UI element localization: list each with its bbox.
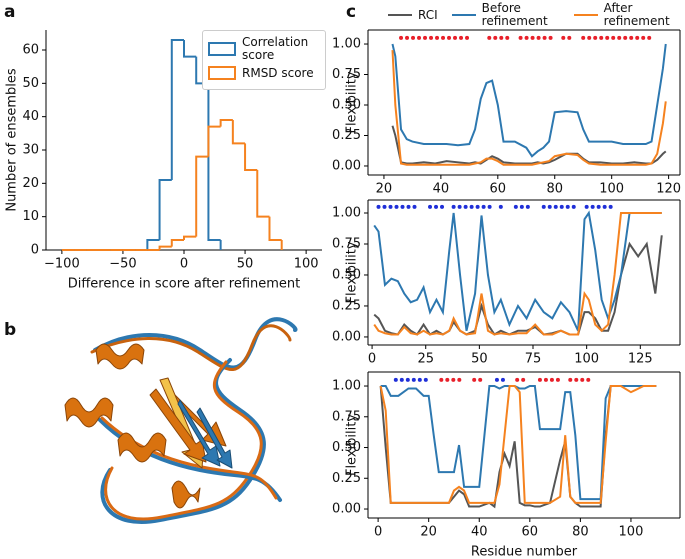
hist-bin (268, 216, 282, 241)
legend-item: Correlation score (208, 36, 320, 62)
x-tick-label: 20 (420, 525, 437, 540)
legend-item: RMSD score (208, 66, 320, 80)
x-tick-label: 50 (471, 352, 488, 367)
y-tick-label: 40 (22, 109, 39, 124)
y-tick-label: 0.00 (332, 329, 361, 344)
legend-swatch (451, 14, 476, 16)
y-tick-label: 0.25 (332, 128, 361, 143)
legend-item: Before refinement (451, 1, 560, 28)
x-axis-label: Difference in score after refinement (68, 277, 301, 292)
legend-label: Before refinement (481, 1, 548, 28)
y-tick-label: 10 (22, 209, 39, 224)
y-tick-label: 0.50 (332, 98, 361, 113)
legend: Correlation score RMSD score (202, 30, 326, 90)
series-line (373, 212, 662, 336)
x-tick-label: 75 (525, 352, 542, 367)
y-tick-label: 0 (31, 243, 39, 258)
y-tick-label: 0.00 (332, 158, 361, 173)
y-axis-label: Number of ensembles (5, 68, 20, 212)
panel-label: b (4, 320, 16, 340)
y-tick-label: 0.75 (332, 236, 361, 251)
y-axis-label: Flexibility (345, 241, 360, 303)
y-axis-label: Flexibility (345, 414, 360, 476)
x-tick-label: −100 (44, 257, 80, 272)
x-tick-label: −50 (109, 257, 136, 272)
x-axis-label: Residue number (471, 545, 578, 559)
hist-bin (158, 245, 172, 250)
hist-bin (207, 125, 221, 157)
legend-swatch (208, 66, 236, 80)
y-tick-label: 60 (22, 43, 39, 58)
series-line (391, 125, 667, 165)
y-tick-label: 0.25 (332, 298, 361, 313)
y-axis-label: Flexibility (345, 71, 360, 133)
hist-bin (256, 170, 270, 218)
x-tick-label: 60 (490, 182, 507, 197)
x-tick-label: 125 (628, 352, 653, 367)
hist-bin (170, 239, 184, 247)
hist-bin (231, 120, 246, 145)
x-tick-label: 40 (471, 525, 488, 540)
series-line (391, 43, 667, 158)
legend-swatch (573, 14, 598, 16)
legend-label: Correlation score (242, 35, 309, 62)
hist-bin (219, 119, 233, 127)
x-tick-label: 100 (294, 257, 319, 272)
x-tick-label: 120 (656, 182, 681, 197)
x-tick-label: 80 (546, 182, 563, 197)
hist-bin (146, 239, 160, 250)
x-tick-label: 20 (376, 182, 393, 197)
series-line (379, 385, 657, 509)
x-tick-label: 0 (368, 352, 376, 367)
y-tick-label: 20 (22, 176, 39, 191)
hist-bin (183, 40, 197, 58)
x-tick-label: 60 (522, 525, 539, 540)
legend-item: After refinement (573, 1, 682, 28)
y-tick-label: 1.00 (332, 379, 361, 394)
panel-label: c (346, 2, 356, 22)
y-tick-label: 0.75 (332, 409, 361, 424)
hist-bin (183, 235, 197, 240)
protein-structure (64, 317, 298, 524)
panel-label: a (4, 2, 15, 22)
y-tick-label: 0.75 (332, 67, 361, 82)
x-tick-label: 0 (374, 525, 382, 540)
legend-item: RCI (388, 2, 438, 28)
y-tick-label: 1.00 (332, 206, 361, 221)
legend-swatch (388, 14, 412, 16)
y-tick-label: 0.50 (332, 440, 361, 455)
x-tick-label: 0 (180, 257, 188, 272)
y-tick-label: 50 (22, 76, 39, 91)
x-tick-label: 25 (417, 352, 434, 367)
y-tick-label: 30 (22, 143, 39, 158)
y-tick-label: 0.25 (332, 471, 361, 486)
series-line (379, 385, 657, 504)
legend: RCI Before refinement After refinement (388, 2, 682, 32)
hist-bin (207, 83, 221, 241)
legend-label: RCI (418, 7, 438, 22)
legend-swatch (208, 42, 236, 56)
y-tick-label: 0.00 (332, 502, 361, 517)
x-tick-label: 100 (574, 352, 599, 367)
legend-label: RMSD score (242, 65, 314, 80)
x-tick-label: 100 (619, 525, 644, 540)
x-tick-label: 50 (237, 257, 254, 272)
hist-bin (170, 39, 184, 180)
hist-bin (244, 143, 258, 171)
series-line (391, 50, 667, 166)
legend-label: After refinement (603, 1, 670, 28)
hist-bin (195, 155, 209, 237)
x-tick-label: 80 (572, 525, 589, 540)
hist-bin (158, 179, 172, 240)
x-tick-label: 100 (599, 182, 624, 197)
x-tick-label: 40 (433, 182, 450, 197)
y-tick-label: 0.50 (332, 267, 361, 282)
y-tick-label: 1.00 (332, 37, 361, 52)
